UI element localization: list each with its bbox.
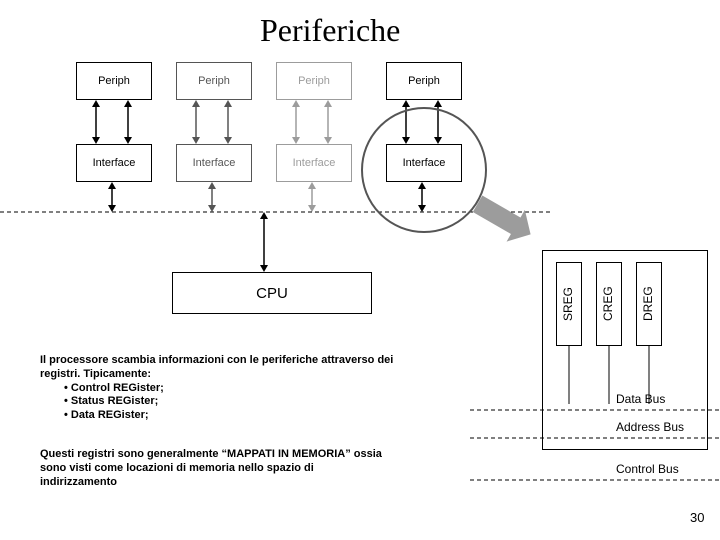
- interface-box-2: Interface: [276, 144, 352, 182]
- periph-box-1: Periph: [176, 62, 252, 100]
- cpu-label: CPU: [256, 285, 288, 302]
- interface-box-0: Interface: [76, 144, 152, 182]
- periph-box-3: Periph: [386, 62, 462, 100]
- periph-box-2: Periph: [276, 62, 352, 100]
- paragraph-memory-mapped: Questi registri sono generalmente “MAPPA…: [40, 448, 460, 489]
- para2-line2: sono visti come locazioni di memoria nel…: [40, 462, 460, 476]
- slide-title: Periferiche: [260, 12, 400, 49]
- bus-label-data-bus: Data Bus: [616, 392, 665, 406]
- para1-bullet-data: • Data REGister;: [64, 409, 500, 423]
- register-label-dreg: DREG: [641, 272, 655, 336]
- para2-line1: Questi registri sono generalmente “MAPPA…: [40, 448, 460, 462]
- cpu-box: CPU: [172, 272, 372, 314]
- periph-box-0: Periph: [76, 62, 152, 100]
- interface-box-1: Interface: [176, 144, 252, 182]
- paragraph-registers: Il processore scambia informazioni con l…: [40, 354, 500, 423]
- para1-line2: registri. Tipicamente:: [40, 368, 500, 382]
- para1-bullet-status: • Status REGister;: [64, 395, 500, 409]
- para1-bullet-control: • Control REGister;: [64, 382, 500, 396]
- register-label-creg: CREG: [601, 272, 615, 336]
- para2-line3: indirizzamento: [40, 476, 460, 490]
- bus-label-address-bus: Address Bus: [616, 420, 684, 434]
- interface-box-3: Interface: [386, 144, 462, 182]
- register-label-sreg: SREG: [561, 272, 575, 336]
- para1-line1: Il processore scambia informazioni con l…: [40, 354, 500, 368]
- page-number: 30: [690, 510, 704, 525]
- bus-label-control-bus: Control Bus: [616, 462, 679, 476]
